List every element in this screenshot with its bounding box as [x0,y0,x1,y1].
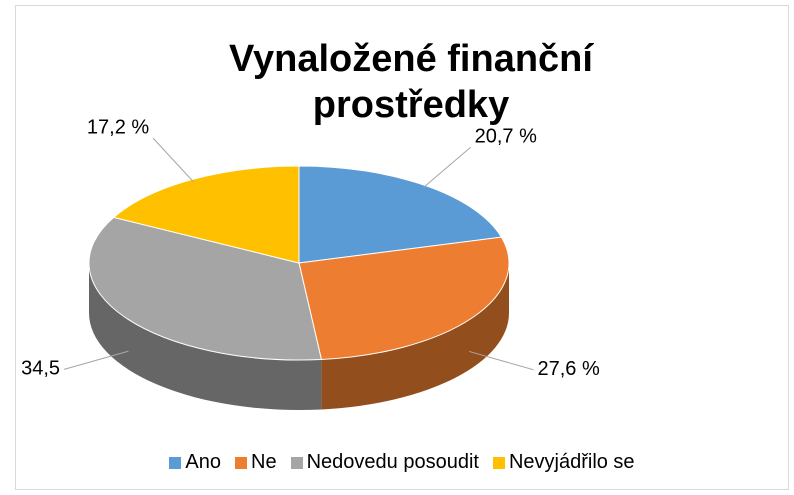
legend-item: Nevyjádřilo se [492,451,635,474]
legend-swatch [492,456,505,469]
legend-label: Ne [251,451,277,473]
data-label: 17,2 % [87,117,149,139]
legend-label: Ano [185,451,222,473]
legend-item: Ne [235,451,277,474]
chart: 20,7 % 27,6 % 34,5 17,2 % Vynaložené finanč… [15,5,789,490]
legend-item: Ano [169,451,221,474]
chart-title: Vynaložené finanční prostředky [229,38,593,126]
slice [298,236,510,360]
legend-label: Nedovedu posoudit [306,451,479,473]
slice [88,216,323,361]
data-label: 20,7 % [475,125,537,147]
legend-swatch [169,456,182,469]
data-label: 27,6 % [537,358,599,380]
legend-swatch [235,456,248,469]
legend-label: Nevyjádřilo se [508,451,635,473]
legend-swatch [290,456,303,469]
slice-side [89,263,322,410]
leader-line [63,350,129,370]
leader-line [152,137,194,182]
legend-item: Nedovedu posoudit [290,451,479,474]
leader-line [423,146,471,188]
data-label: 34,5 [21,358,60,380]
legend: Ano Ne Nedovedu posoudit Nevyjádřilo se [16,451,788,474]
leader-line [469,350,534,371]
slice-side [321,263,509,410]
pie-area: 20,7 % 27,6 % 34,5 17,2 % [21,117,600,410]
